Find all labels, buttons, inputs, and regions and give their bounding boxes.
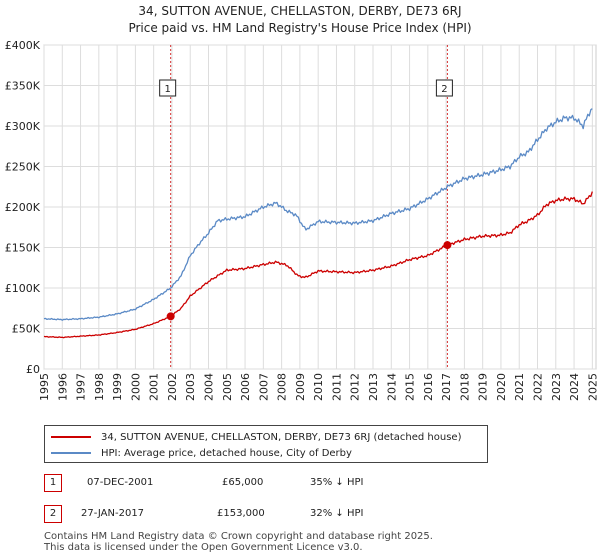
sale-row: 2 27-JAN-2017 £153,000 32% ↓ HPI	[44, 505, 464, 523]
sale-label-box	[435, 79, 453, 97]
x-tick-label: 2024	[568, 373, 581, 401]
x-tick-label: 2004	[203, 373, 216, 401]
x-tick-label: 2019	[477, 373, 490, 401]
legend-label-hpi: HPI: Average price, detached house, City…	[101, 447, 352, 459]
legend-item-hpi: HPI: Average price, detached house, City…	[51, 446, 352, 460]
y-tick-label: £400K	[5, 39, 41, 52]
x-tick-label: 1995	[38, 373, 51, 401]
x-tick-label: 2015	[404, 373, 417, 401]
x-tick-label: 2005	[221, 373, 234, 401]
price-paid-line	[43, 191, 593, 339]
y-tick-label: £100K	[5, 282, 41, 295]
x-tick-label: 2020	[495, 373, 508, 401]
footer-licence: This data is licensed under the Open Gov…	[44, 542, 363, 553]
legend-label-price: 34, SUTTON AVENUE, CHELLASTON, DERBY, DE…	[101, 431, 462, 443]
sale-hpi-diff: 32% ↓ HPI	[310, 508, 364, 519]
x-tick-label: 2025	[586, 373, 599, 401]
chart-title: 34, SUTTON AVENUE, CHELLASTON, DERBY, DE…	[138, 4, 462, 18]
sale-label-number: 1	[164, 84, 170, 95]
tick-labels: £0 £50K £100K £150K £200K £250K £300K £350K £400…	[5, 39, 600, 401]
sale-date: 27-JAN-2017	[81, 508, 145, 519]
sale-row: 1 07-DEC-2001 £65,000 35% ↓ HPI	[44, 474, 464, 492]
x-tick-label: 2023	[550, 373, 563, 401]
x-tick-label: 2016	[422, 373, 435, 401]
legend-item-price: 34, SUTTON AVENUE, CHELLASTON, DERBY, DE…	[51, 430, 461, 444]
y-tick-label: £200K	[5, 201, 41, 214]
x-tick-label: 2007	[257, 373, 270, 401]
grid-layer	[43, 44, 597, 370]
sale-price: £153,000	[217, 508, 265, 519]
x-tick-label: 2001	[148, 373, 161, 401]
y-tick-label: £150K	[5, 242, 41, 255]
x-tick-label: 2002	[166, 373, 179, 401]
x-tick-label: 1997	[75, 373, 88, 401]
sale-number-badge: 2	[44, 505, 62, 523]
x-tick-label: 2021	[513, 373, 526, 401]
y-tick-label: £0	[26, 363, 40, 376]
x-tick-label: 2014	[385, 373, 398, 401]
x-tick-label: 2017	[440, 373, 453, 401]
sale-label-number: 2	[441, 84, 447, 95]
chart-subtitle: Price paid vs. HM Land Registry's House …	[128, 21, 472, 35]
sale-points	[166, 241, 452, 321]
hpi-line	[43, 108, 593, 321]
footer-copyright: Contains HM Land Registry data © Crown c…	[44, 531, 433, 542]
x-tick-label: 2003	[184, 373, 197, 401]
x-tick-label: 2012	[349, 373, 362, 401]
x-tick-label: 1998	[93, 373, 106, 401]
x-tick-label: 2010	[312, 373, 325, 401]
y-tick-label: £50K	[12, 323, 41, 336]
sale-price: £65,000	[222, 477, 264, 488]
x-tick-label: 2006	[239, 373, 252, 401]
y-tick-label: £350K	[5, 80, 41, 93]
x-tick-label: 2011	[330, 373, 343, 401]
y-tick-label: £250K	[5, 161, 41, 174]
x-tick-label: 2013	[367, 373, 380, 401]
y-tick-label: £300K	[5, 120, 41, 133]
legend-swatch-hpi	[51, 452, 91, 454]
x-tick-label: 2000	[129, 373, 142, 401]
x-tick-label: 2008	[276, 373, 289, 401]
x-tick-label: 2009	[294, 373, 307, 401]
sale-point	[166, 312, 175, 321]
x-tick-label: 1999	[111, 373, 124, 401]
x-tick-label: 2022	[532, 373, 545, 401]
x-tick-label: 1996	[56, 373, 69, 401]
footer: Contains HM Land Registry data © Crown c…	[44, 531, 433, 553]
sale-date: 07-DEC-2001	[87, 477, 154, 488]
x-tick-label: 2018	[458, 373, 471, 401]
sale-hpi-diff: 35% ↓ HPI	[310, 477, 364, 488]
sale-point	[443, 241, 452, 250]
series-layer	[43, 108, 593, 339]
legend-swatch-price	[51, 436, 91, 438]
sale-label-box	[159, 79, 177, 97]
sale-number-badge: 1	[44, 474, 62, 492]
legend: 34, SUTTON AVENUE, CHELLASTON, DERBY, DE…	[44, 425, 488, 463]
